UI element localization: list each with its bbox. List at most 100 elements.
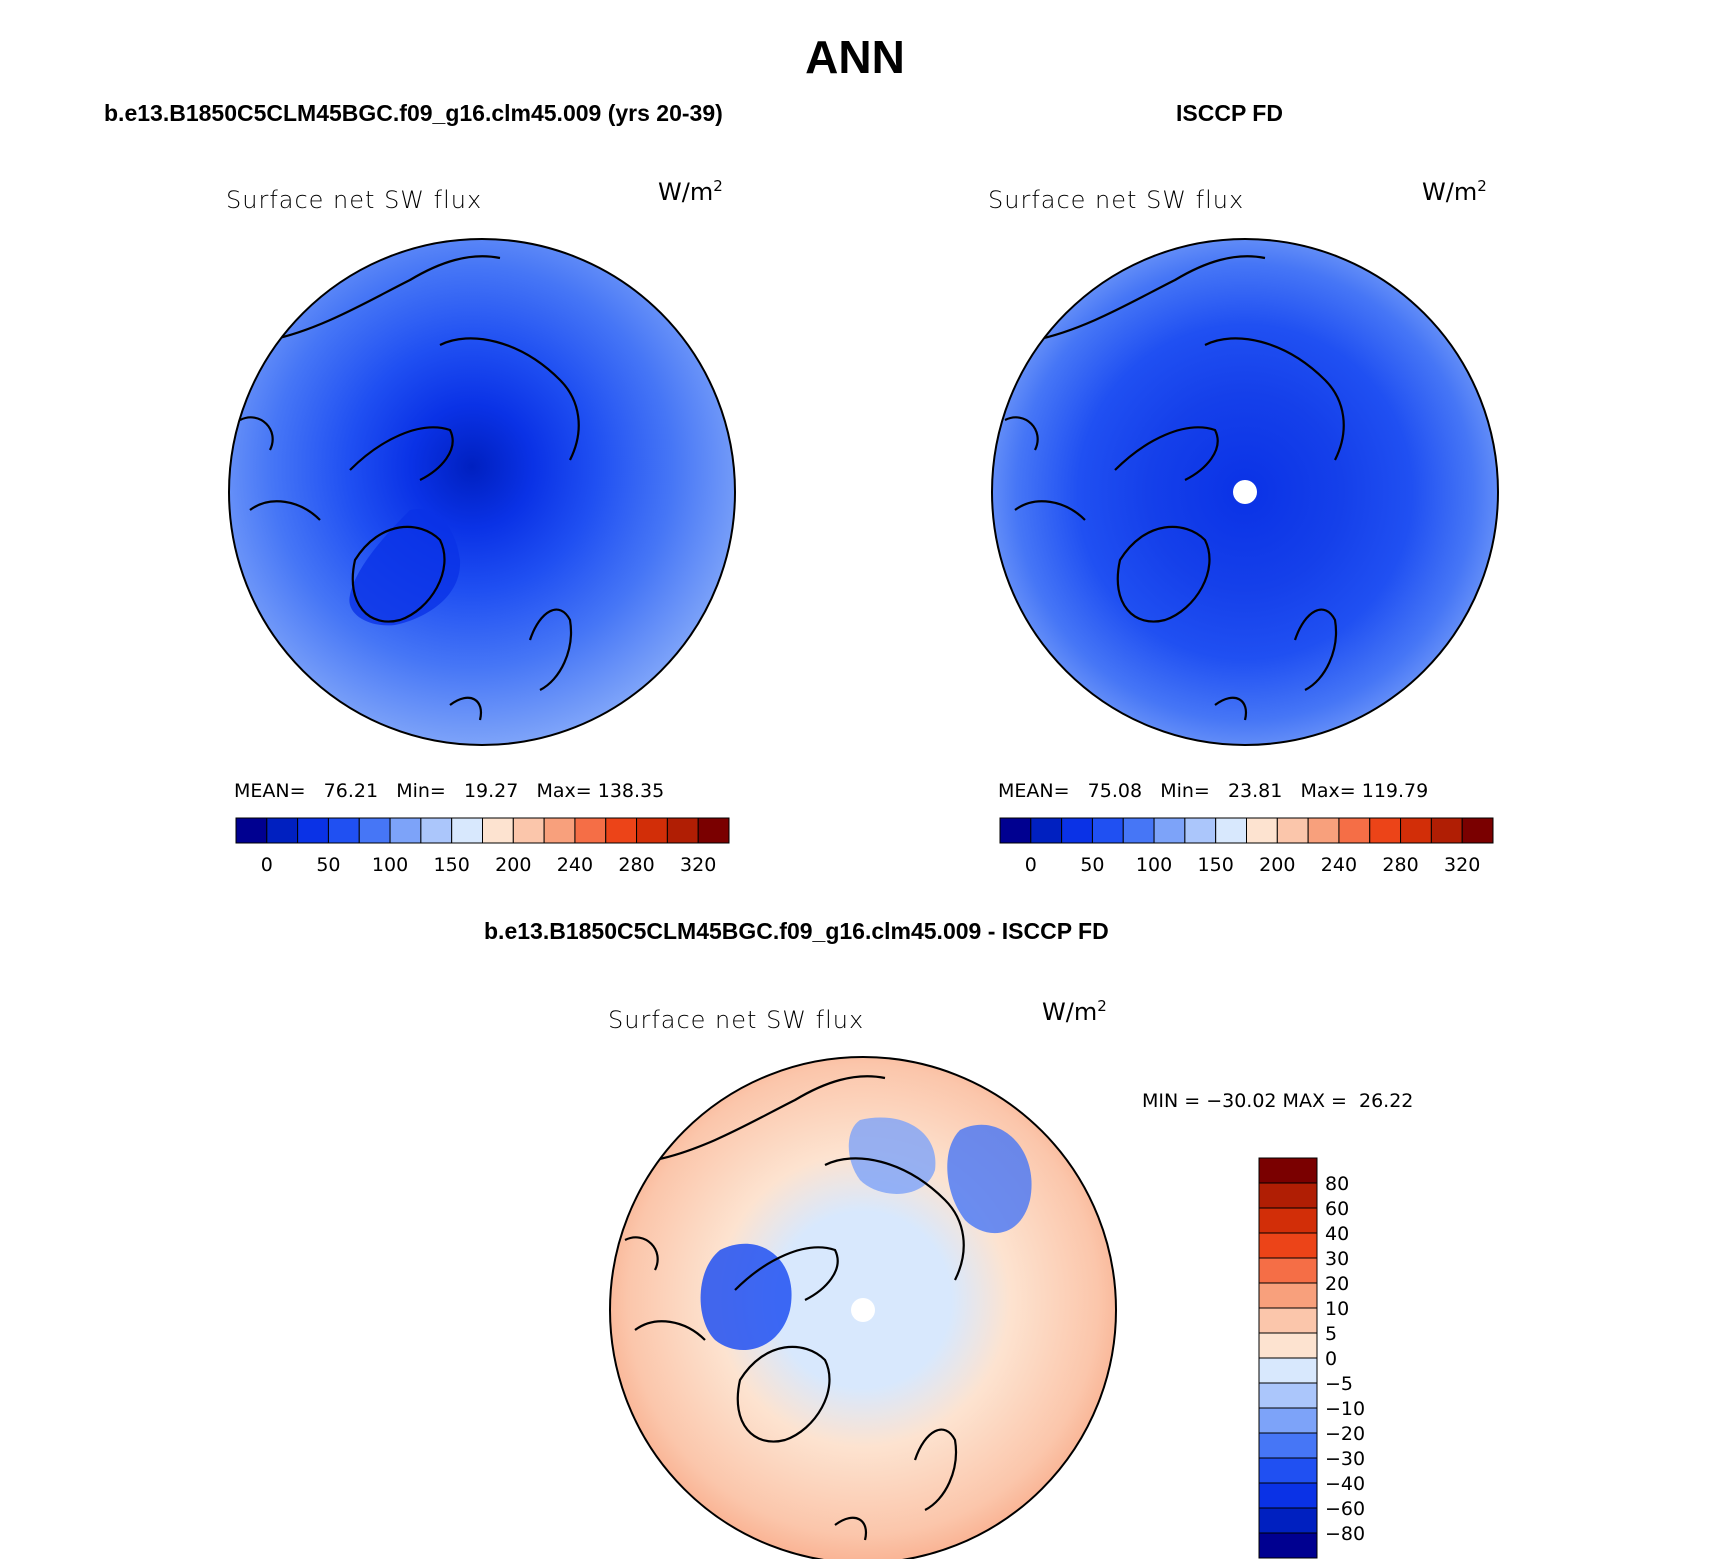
panel2-colorbar: 0 50 100 150 200 240 280 320 (999, 817, 1494, 876)
panel3-colorbar-box (1258, 1357, 1318, 1384)
panel2-stats: MEAN= 75.08 Min= 23.81 Max= 119.79 (998, 780, 1429, 802)
panel2-colorbar-box (1430, 817, 1463, 844)
panel2-colorbar-box (1276, 817, 1309, 844)
panel2-variable-label: Surface net SW flux (988, 186, 1245, 214)
panel3-colorbar-box (1258, 1232, 1318, 1259)
panel3-stats: MIN = −30.02 MAX = 26.22 (1142, 1090, 1414, 1112)
panel1-colorbar-box (389, 817, 422, 844)
panel1-colorbar-box (297, 817, 329, 844)
panel2-colorbar-box (1184, 817, 1217, 844)
panel2-colorbar-tick-label: 100 (1136, 854, 1172, 876)
panel3-colorbar-tick-label: 60 (1325, 1198, 1349, 1220)
panel2-colorbar-tick-label: 0 (1025, 854, 1037, 876)
panel1-colorbar-box (697, 817, 730, 844)
panel1-colorbar-box (636, 817, 668, 844)
panel3-colorbar-tick-label: −80 (1325, 1523, 1365, 1545)
panel3-colorbar-box (1258, 1207, 1318, 1234)
panel1-map-features (239, 255, 580, 721)
panel3-colorbar-box (1258, 1182, 1318, 1209)
panel1-colorbar-box (451, 817, 483, 844)
panel1-variable-label: Surface net SW flux (226, 186, 483, 214)
panel2-colorbar-tick-label: 320 (1444, 854, 1480, 876)
panel1-colorbar-box (266, 817, 299, 844)
panel2-map-features (1004, 255, 1345, 721)
panel3-colorbar-box (1258, 1407, 1318, 1434)
panel3-colorbar-box (1258, 1332, 1318, 1359)
panel3-map-features (624, 1075, 1032, 1541)
panel2-colorbar-box (1122, 817, 1155, 844)
panel2-colorbar-box (1030, 817, 1063, 844)
panel1-colorbar-box (420, 817, 453, 844)
panel2-colorbar-box (999, 817, 1032, 844)
panel1-colorbar-tick-label: 200 (495, 854, 531, 876)
panel3-colorbar-box (1258, 1382, 1318, 1409)
panel2-map (991, 238, 1499, 746)
panel1-colorbar-tick-label: 50 (316, 854, 340, 876)
panel1-colorbar-tick-label: 320 (680, 854, 716, 876)
panel2-colorbar-box (1246, 817, 1278, 844)
panel3-colorbar-tick-label: 10 (1325, 1298, 1349, 1320)
panel1-map-border (228, 238, 736, 746)
panel3-colorbar-tick-label: 5 (1325, 1323, 1337, 1345)
panel3-colorbar-tick-label: −20 (1325, 1423, 1365, 1445)
panel1-colorbar-box (543, 817, 576, 844)
panel3-units-label: W/m2 (1042, 997, 1107, 1026)
panel1-map-disk (229, 239, 735, 745)
panel1-colorbar-box (358, 817, 391, 844)
panel1-colorbar-tick-label: 280 (618, 854, 654, 876)
panel2-colorbar-tick-label: 200 (1259, 854, 1295, 876)
panel2-title: ISCCP FD (1176, 100, 1283, 126)
panel3-title: b.e13.B1850C5CLM45BGC.f09_g16.clm45.009 … (484, 918, 1109, 944)
panel3-colorbar-tick-label: −5 (1325, 1373, 1353, 1395)
panel2-colorbar-tick-label: 50 (1080, 854, 1104, 876)
panel3-map-border (609, 1056, 1117, 1559)
panel3-colorbar-box (1258, 1307, 1318, 1334)
panel2-pole-hole (1233, 480, 1257, 504)
panel2-colorbar-box (1153, 817, 1186, 844)
panel3-colorbar-box (1258, 1532, 1318, 1559)
panel3-colorbar: 80 60 40 30 20 10 5 0 −5 −10 −20 −30 −40 −60 −80 (1258, 1157, 1365, 1559)
panel3-colorbar-box (1258, 1257, 1318, 1284)
panel2-colorbar-box (1061, 817, 1093, 844)
panel2-coastline (1004, 255, 1345, 721)
panel2-colorbar-tick-label: 280 (1382, 854, 1418, 876)
panel1-colorbar-tick-label: 150 (434, 854, 470, 876)
panel1-coastline (239, 255, 580, 721)
panel3-coastline (624, 1075, 965, 1541)
panel3-colorbar-tick-label: 30 (1325, 1248, 1349, 1270)
panel3-colorbar-box (1258, 1482, 1318, 1509)
panel1-colorbar-tick-label: 100 (372, 854, 408, 876)
panel2-colorbar-box (1091, 817, 1124, 844)
panel3-variable-label: Surface net SW flux (608, 1006, 865, 1034)
panel3-colorbar-tick-label: −60 (1325, 1498, 1365, 1520)
panel3-colorbar-box (1258, 1157, 1318, 1184)
panel3-colorbar-tick-label: −40 (1325, 1473, 1365, 1495)
panel3-map (609, 1056, 1117, 1559)
panel2-colorbar-box (1461, 817, 1494, 844)
panel3-colorbar-tick-label: −10 (1325, 1398, 1365, 1420)
panel1-map (228, 238, 736, 746)
panel2-colorbar-box (1215, 817, 1247, 844)
panel1-colorbar-tick-label: 0 (261, 854, 273, 876)
panel3-colorbar-tick-label: 0 (1325, 1348, 1337, 1370)
panel2-colorbar-tick-label: 240 (1321, 854, 1357, 876)
panel3-colorbar-box (1258, 1507, 1318, 1534)
panel1-colorbar-box (574, 817, 607, 844)
panel3-colorbar-tick-label: −30 (1325, 1448, 1365, 1470)
panel3-colorbar-tick-label: 40 (1325, 1223, 1349, 1245)
panel1-colorbar-box (666, 817, 699, 844)
panel3-pole-hole (851, 1298, 875, 1322)
figure-title: ANN (805, 31, 905, 83)
panel1-colorbar-box (327, 817, 360, 844)
panel3-colorbar-box (1258, 1282, 1318, 1309)
panel3-negative-patch-west (700, 1243, 792, 1350)
panel2-colorbar-box (1307, 817, 1340, 844)
panel2-units-label: W/m2 (1422, 177, 1487, 206)
panel3-negative-patch-northeast (947, 1124, 1032, 1234)
panel1-colorbar-box (605, 817, 638, 844)
panel1-stats: MEAN= 76.21 Min= 19.27 Max= 138.35 (234, 780, 665, 802)
panel3-colorbar-tick-label: 80 (1325, 1173, 1349, 1195)
panel2-colorbar-box (1338, 817, 1371, 844)
panel1-colorbar-tick-label: 240 (557, 854, 593, 876)
panel1-colorbar-box (512, 817, 545, 844)
